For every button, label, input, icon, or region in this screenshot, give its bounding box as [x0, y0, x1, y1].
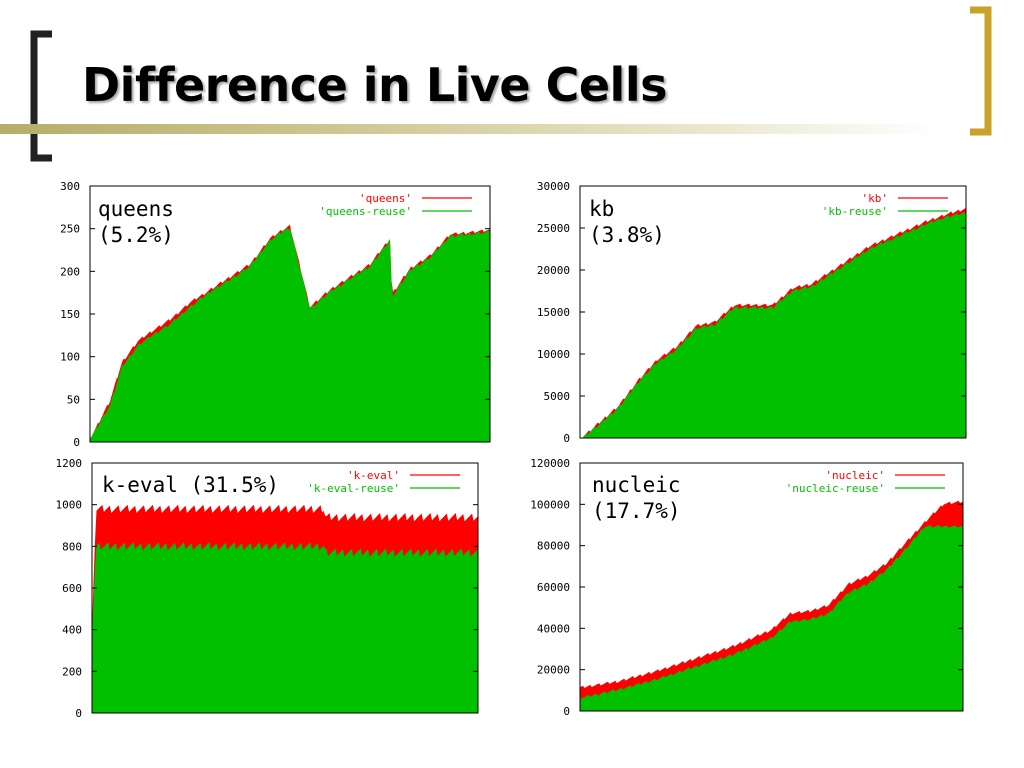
k-eval-name: k-eval [102, 473, 178, 497]
y-tick-label: 1200 [56, 457, 83, 470]
y-tick-label: 300 [60, 180, 80, 193]
y-tick-label: 5000 [544, 390, 571, 403]
y-tick-label: 30000 [537, 180, 570, 193]
legend-entry: 'kb' [862, 192, 889, 205]
kb-label: kb (3.8%) [589, 196, 665, 248]
k-eval-percent: (31.5%) [190, 473, 280, 497]
y-tick-label: 15000 [537, 306, 570, 319]
y-tick-label: 0 [563, 705, 570, 718]
series-area-reuse [90, 228, 490, 442]
title-underline [0, 124, 940, 134]
y-tick-label: 200 [60, 265, 80, 278]
y-tick-label: 50 [67, 393, 80, 406]
y-tick-label: 0 [73, 436, 80, 449]
legend-entry: 'k-eval-reuse' [307, 482, 400, 495]
series-area-reuse [92, 542, 478, 713]
y-tick-label: 25000 [537, 222, 570, 235]
queens-chart: 300 250 200 150 100 50 0 'queens''queens-reuse' [60, 180, 491, 449]
queens-label: queens (5.2%) [98, 196, 174, 248]
y-tick-label: 60000 [537, 581, 570, 594]
y-tick-label: 150 [60, 308, 80, 321]
k-eval-chart: 1200 1000 800 600 400 200 0 'k-eval''k-eval-reu… [56, 457, 479, 720]
kb-chart: 30000 25000 20000 15000 10000 5000 0 'kb''kb-re… [537, 180, 967, 445]
queens-name: queens [98, 197, 174, 221]
slide-title: Difference in Live Cells [82, 58, 667, 112]
series-area-reuse [580, 211, 966, 438]
legend-entry: 'queens' [359, 192, 412, 205]
y-tick-label: 800 [62, 540, 82, 553]
legend-entry: 'k-eval' [347, 469, 400, 482]
legend-entry: 'queens-reuse' [319, 205, 412, 218]
legend-entry: 'kb-reuse' [822, 205, 888, 218]
y-tick-label: 0 [563, 432, 570, 445]
y-tick-label: 10000 [537, 348, 570, 361]
left-bracket-decoration [30, 30, 52, 162]
y-tick-label: 400 [62, 624, 82, 637]
y-tick-label: 20000 [537, 664, 570, 677]
right-bracket-decoration [970, 6, 992, 136]
y-tick-label: 0 [75, 707, 82, 720]
y-tick-label: 40000 [537, 622, 570, 635]
y-tick-label: 250 [60, 223, 80, 236]
y-tick-label: 100 [60, 351, 80, 364]
kb-percent: (3.8%) [589, 223, 665, 247]
y-tick-label: 1000 [56, 499, 83, 512]
kb-name: kb [589, 197, 615, 221]
queens-percent: (5.2%) [98, 223, 174, 247]
nucleic-name: nucleic [592, 473, 681, 497]
nucleic-chart: 120000 100000 80000 60000 40000 20000 0 'nuclei… [530, 457, 964, 718]
y-tick-label: 120000 [530, 457, 570, 470]
y-tick-label: 20000 [537, 264, 570, 277]
y-tick-label: 100000 [530, 498, 570, 511]
legend-entry: 'nucleic-reuse' [786, 482, 885, 495]
k-eval-label: k-eval (31.5%) [100, 472, 282, 498]
y-tick-label: 200 [62, 665, 82, 678]
y-tick-label: 600 [62, 582, 82, 595]
series-area-reuse [580, 525, 963, 711]
legend-entry: 'nucleic' [825, 469, 885, 482]
nucleic-percent: (17.7%) [592, 499, 681, 523]
nucleic-label: nucleic (17.7%) [592, 472, 681, 524]
y-tick-label: 80000 [537, 540, 570, 553]
